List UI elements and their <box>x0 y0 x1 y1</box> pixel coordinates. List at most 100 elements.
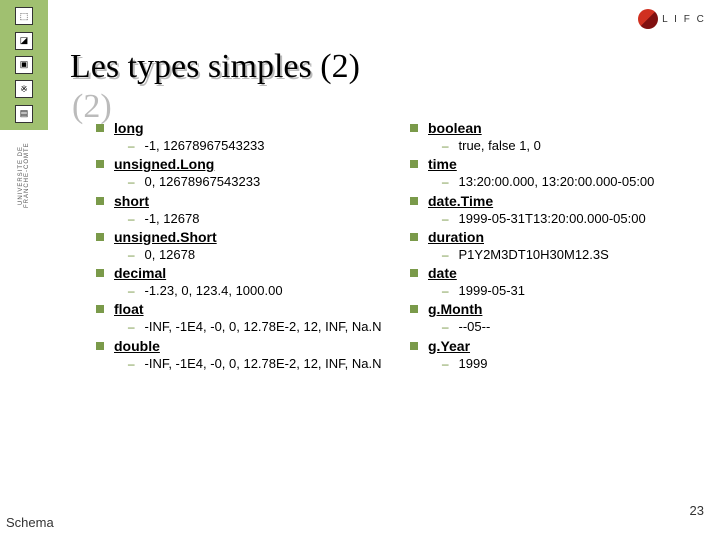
type-example: –0, 12678967543233 <box>128 174 382 190</box>
dash-bullet-icon: – <box>128 283 135 299</box>
example-text: P1Y2M3DT10H30M12.3S <box>459 247 609 263</box>
type-item: date –1999-05-31 <box>410 265 696 299</box>
square-bullet-icon <box>410 342 418 350</box>
type-example: –1999-05-31 <box>442 283 696 299</box>
square-bullet-icon <box>410 305 418 313</box>
square-bullet-icon <box>410 124 418 132</box>
type-name: float <box>114 301 144 317</box>
type-item: g.Year –1999 <box>410 338 696 372</box>
type-heading: g.Month <box>410 301 696 317</box>
dash-bullet-icon: – <box>442 247 449 263</box>
type-heading: time <box>410 156 696 172</box>
square-bullet-icon <box>96 305 104 313</box>
dash-bullet-icon: – <box>128 138 135 154</box>
type-name: decimal <box>114 265 166 281</box>
example-text: -1.23, 0, 123.4, 1000.00 <box>145 283 283 299</box>
footer-label: Schema <box>6 515 54 530</box>
left-column: long–-1, 12678967543233unsigned.Long–0, … <box>96 120 382 374</box>
type-example: –P1Y2M3DT10H30M12.3S <box>442 247 696 263</box>
type-name: unsigned.Long <box>114 156 214 172</box>
example-text: 0, 12678967543233 <box>145 174 261 190</box>
dash-bullet-icon: – <box>128 319 135 335</box>
page-number: 23 <box>690 503 704 518</box>
example-text: -1, 12678967543233 <box>145 138 265 154</box>
type-item: short –-1, 12678 <box>96 193 382 227</box>
square-bullet-icon <box>410 269 418 277</box>
type-heading: float <box>96 301 382 317</box>
type-item: unsigned.Short –0, 12678 <box>96 229 382 263</box>
content-columns: long–-1, 12678967543233unsigned.Long–0, … <box>96 120 696 374</box>
type-example: –true, false 1, 0 <box>442 138 696 154</box>
example-text: -1, 12678 <box>145 211 200 227</box>
type-name: short <box>114 193 149 209</box>
type-item: date.Time –1999-05-31T13:20:00.000-05:00 <box>410 193 696 227</box>
type-heading: boolean <box>410 120 696 136</box>
type-example: –--05-- <box>442 319 696 335</box>
square-bullet-icon <box>96 197 104 205</box>
type-name: double <box>114 338 160 354</box>
type-name: duration <box>428 229 484 245</box>
sidebar-icon: ◪ <box>15 32 33 50</box>
square-bullet-icon <box>96 233 104 241</box>
type-heading: unsigned.Short <box>96 229 382 245</box>
example-text: true, false 1, 0 <box>459 138 541 154</box>
sidebar-icon: ⬚ <box>15 7 33 25</box>
sidebar-icon: ▣ <box>15 56 33 74</box>
dash-bullet-icon: – <box>128 356 135 372</box>
type-name: g.Month <box>428 301 482 317</box>
type-example: –13:20:00.000, 13:20:00.000-05:00 <box>442 174 696 190</box>
dash-bullet-icon: – <box>442 174 449 190</box>
type-example: –1999-05-31T13:20:00.000-05:00 <box>442 211 696 227</box>
logo-disc-icon <box>638 9 658 29</box>
type-example: –-INF, -1E4, -0, 0, 12.78E-2, 12, INF, N… <box>128 356 382 372</box>
example-text: 13:20:00.000, 13:20:00.000-05:00 <box>459 174 655 190</box>
type-example: –-1, 12678967543233 <box>128 138 382 154</box>
example-text: 1999-05-31T13:20:00.000-05:00 <box>459 211 646 227</box>
type-example: –-INF, -1E4, -0, 0, 12.78E-2, 12, INF, N… <box>128 319 382 335</box>
square-bullet-icon <box>410 197 418 205</box>
right-column: boolean–true, false 1, 0time–13:20:00.00… <box>410 120 696 374</box>
type-heading: unsigned.Long <box>96 156 382 172</box>
type-item: decimal –-1.23, 0, 123.4, 1000.00 <box>96 265 382 299</box>
type-heading: g.Year <box>410 338 696 354</box>
type-item: g.Month –--05-- <box>410 301 696 335</box>
type-example: –0, 12678 <box>128 247 382 263</box>
square-bullet-icon <box>96 124 104 132</box>
example-text: 1999 <box>459 356 488 372</box>
dash-bullet-icon: – <box>128 247 135 263</box>
type-heading: date.Time <box>410 193 696 209</box>
sidebar-label: UNIVERSITE DE FRANCHE-COMTE <box>0 130 48 220</box>
example-text: 1999-05-31 <box>459 283 526 299</box>
square-bullet-icon <box>96 160 104 168</box>
type-item: unsigned.Long –0, 12678967543233 <box>96 156 382 190</box>
type-item: float –-INF, -1E4, -0, 0, 12.78E-2, 12, I… <box>96 301 382 335</box>
example-text: -INF, -1E4, -0, 0, 12.78E-2, 12, INF, Na… <box>145 319 382 335</box>
type-item: duration –P1Y2M3DT10H30M12.3S <box>410 229 696 263</box>
dash-bullet-icon: – <box>128 211 135 227</box>
dash-bullet-icon: – <box>442 138 449 154</box>
type-name: g.Year <box>428 338 470 354</box>
dash-bullet-icon: – <box>442 319 449 335</box>
sidebar-icon-stack: ⬚ ◪ ▣ ※ ▤ <box>0 0 48 130</box>
type-example: –-1.23, 0, 123.4, 1000.00 <box>128 283 382 299</box>
slide-title: Les types simples (2) Les types simples … <box>70 48 360 86</box>
left-sidebar: ⬚ ◪ ▣ ※ ▤ UNIVERSITE DE FRANCHE-COMTE <box>0 0 48 220</box>
type-heading: long <box>96 120 382 136</box>
type-name: boolean <box>428 120 482 136</box>
example-text: --05-- <box>459 319 491 335</box>
type-heading: date <box>410 265 696 281</box>
lifc-logo: L I F C <box>632 4 712 34</box>
logo-text: L I F C <box>662 14 706 25</box>
type-item: long –-1, 12678967543233 <box>96 120 382 154</box>
sidebar-icon: ▤ <box>15 105 33 123</box>
dash-bullet-icon: – <box>442 283 449 299</box>
type-name: unsigned.Short <box>114 229 217 245</box>
dash-bullet-icon: – <box>442 356 449 372</box>
type-name: long <box>114 120 144 136</box>
type-item: boolean –true, false 1, 0 <box>410 120 696 154</box>
type-item: time –13:20:00.000, 13:20:00.000-05:00 <box>410 156 696 190</box>
example-text: -INF, -1E4, -0, 0, 12.78E-2, 12, INF, Na… <box>145 356 382 372</box>
example-text: 0, 12678 <box>145 247 196 263</box>
type-heading: duration <box>410 229 696 245</box>
square-bullet-icon <box>410 160 418 168</box>
